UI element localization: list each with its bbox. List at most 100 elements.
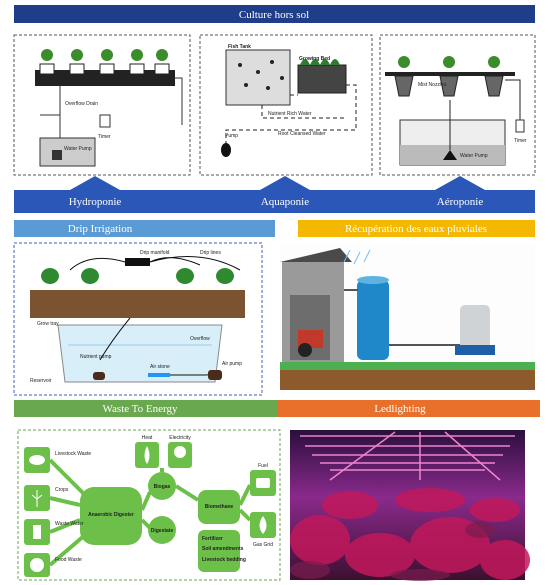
label: Heat (142, 435, 153, 441)
shape (148, 373, 170, 377)
caption: Hydroponie (69, 196, 122, 208)
label: Drip manifold (140, 250, 170, 256)
shape (70, 64, 84, 74)
label: Crops (55, 487, 69, 493)
label: Mist Nozzles (418, 82, 447, 88)
label: Gas Grid (253, 542, 273, 548)
shape (398, 56, 410, 68)
shape (480, 540, 530, 580)
label: Water Pump (460, 153, 488, 159)
shape (176, 268, 194, 284)
label: Drip lines (200, 250, 221, 256)
shape (155, 64, 169, 74)
shape (93, 372, 105, 380)
shape (174, 446, 186, 458)
rain-panel (280, 245, 535, 390)
shape (256, 478, 270, 488)
aquaponie-panel: Fish Tank Growing Bed Nutrient Rich Wate… (200, 35, 372, 175)
label: Digestate (151, 528, 174, 534)
shape (395, 488, 465, 512)
shape (40, 64, 54, 74)
waste-panel: Livestock Waste Crops Waste Water Food W… (18, 430, 280, 580)
shape (455, 345, 495, 355)
shape (131, 49, 143, 61)
shape (30, 558, 44, 572)
label: Fuel (258, 463, 268, 469)
label: Fertilizer (202, 536, 223, 542)
label: Overflow (190, 336, 210, 342)
shape (125, 258, 150, 266)
shape (29, 455, 45, 465)
label: Timer (98, 134, 111, 140)
shape (465, 522, 495, 538)
shape (41, 49, 53, 61)
caption: Aquaponie (261, 196, 309, 208)
hydroponie-panel: Overflow Drain Timer Water Pump (14, 35, 190, 175)
label: Reservoir (30, 378, 52, 384)
shape (290, 515, 350, 565)
shape (488, 56, 500, 68)
shape (33, 525, 41, 539)
shape (71, 49, 83, 61)
label: Pump (225, 133, 238, 139)
shape (100, 64, 114, 74)
shape (280, 370, 535, 390)
shape (280, 362, 535, 370)
label: Food Waste (55, 557, 82, 563)
shape (322, 491, 378, 519)
label: Nutrient pump (80, 354, 112, 360)
shape (30, 290, 245, 318)
aeroponie-panel: Mist Nozzles Water Pump Timer (380, 35, 535, 175)
shape (208, 370, 222, 380)
label: Electricity (169, 435, 191, 441)
shape (357, 276, 389, 284)
label: Growing Bed (299, 56, 330, 62)
shape (298, 343, 312, 357)
shape (221, 143, 231, 157)
shape (470, 498, 520, 522)
caption: Aéroponie (437, 196, 484, 208)
label: Air stone (150, 364, 170, 370)
label: Air pump (222, 361, 242, 367)
drip-heading-bar (14, 220, 275, 237)
label: Root Cleansed Water (278, 131, 326, 137)
label: Soil amendments (202, 546, 244, 552)
shape (101, 49, 113, 61)
label: Anaerobic Digester (88, 512, 134, 518)
shape (390, 569, 450, 581)
shape (280, 76, 284, 80)
label: Livestock bedding (202, 557, 246, 563)
shape (52, 150, 62, 160)
heading: Drip Irrigation (68, 223, 133, 235)
title: Culture hors sol (239, 9, 309, 21)
shape (270, 60, 274, 64)
heading: Récupération des eaux pluviales (345, 223, 487, 235)
shape (516, 120, 524, 132)
label: Biogas (154, 484, 171, 490)
shape (290, 561, 330, 579)
shape (238, 63, 242, 67)
shape (266, 86, 270, 90)
label: Livestock Waste (55, 451, 91, 457)
drip-panel: Drip manifold Drip lines Grow tray Overf… (14, 243, 262, 395)
shape (130, 64, 144, 74)
label: Grow tray (37, 321, 59, 327)
infographic: Culture hors sol Overflow Drain Timer Wa… (0, 0, 550, 585)
shape (385, 72, 515, 76)
shape (70, 176, 485, 190)
label: Timer (514, 138, 527, 144)
label: Nutrient Rich Water (268, 111, 312, 117)
label: Fish Tank (228, 44, 251, 50)
shape (256, 70, 260, 74)
shape (40, 138, 95, 166)
shape (298, 65, 346, 93)
shape (443, 56, 455, 68)
heading: Waste To Energy (103, 403, 178, 415)
shape (357, 280, 389, 360)
label: Overflow Drain (65, 101, 98, 107)
heading: Ledlighting (374, 403, 426, 415)
shape (100, 115, 110, 127)
led-photo (290, 430, 530, 581)
shape (81, 268, 99, 284)
label: Waste Water (55, 521, 84, 527)
